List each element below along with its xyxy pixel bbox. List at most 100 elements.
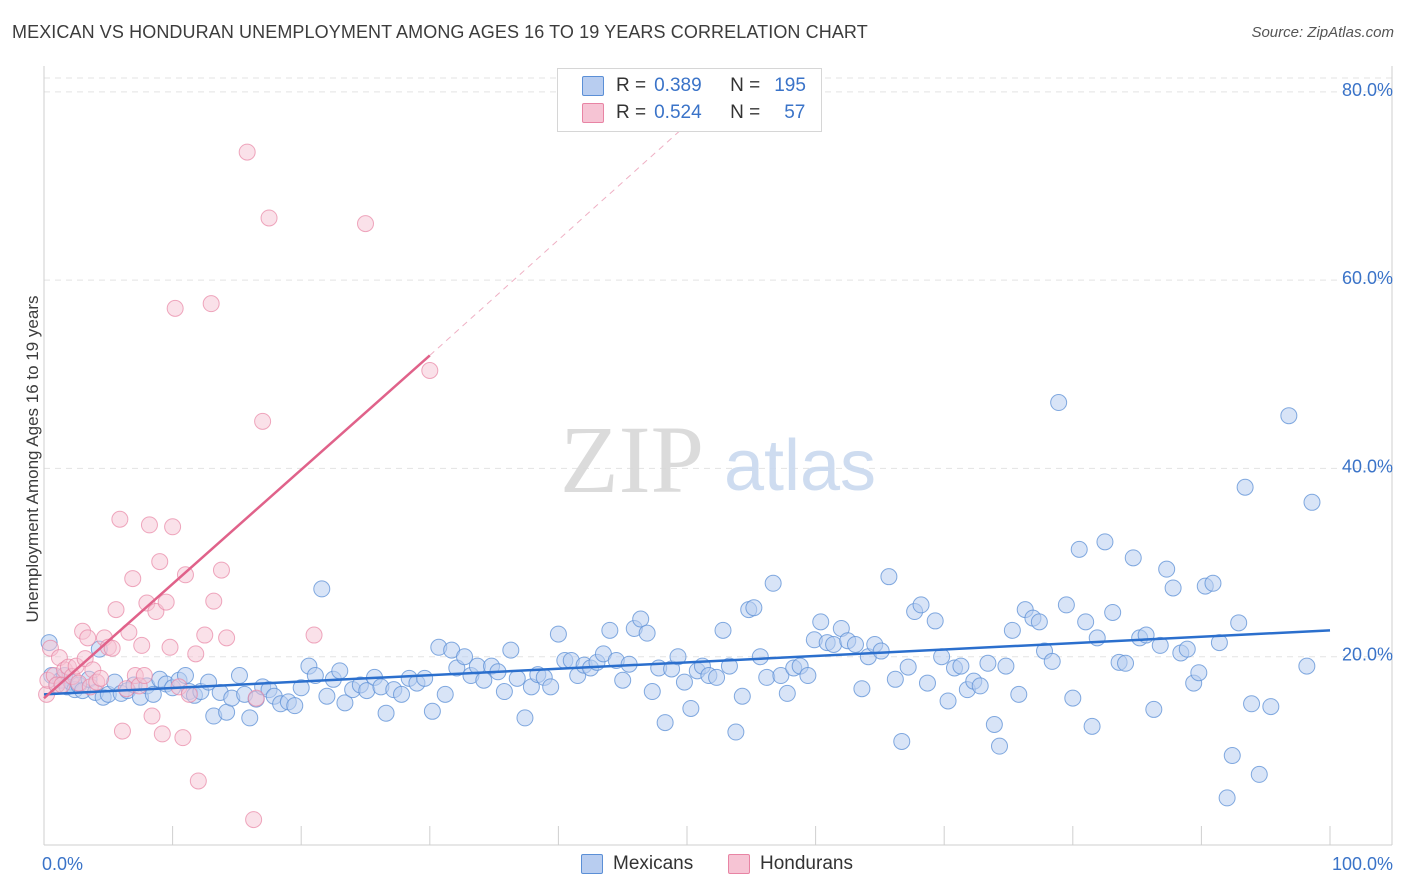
mexicans-point bbox=[853, 680, 871, 698]
mexicans-point bbox=[772, 667, 790, 685]
source-credit: Source: ZipAtlas.com bbox=[1251, 24, 1394, 41]
bottom-legend-hondurans: Hondurans bbox=[728, 851, 853, 877]
hondurans-trend-line bbox=[43, 354, 431, 700]
mexicans-point bbox=[682, 699, 700, 717]
mexicans-point bbox=[720, 657, 738, 675]
legend-row-mexicans: R = 0.389 N = 195 bbox=[582, 73, 806, 99]
hondurans-point bbox=[238, 143, 256, 161]
mexicans-point bbox=[714, 621, 732, 639]
hondurans-point bbox=[135, 667, 153, 685]
mexicans-point bbox=[886, 670, 904, 688]
hondurans-point bbox=[305, 626, 323, 644]
mexicans-swatch bbox=[581, 854, 603, 874]
hondurans-point bbox=[164, 518, 182, 536]
hondurans-point bbox=[133, 636, 151, 654]
mexicans-point bbox=[1223, 747, 1241, 765]
legend-r-label: R = bbox=[616, 75, 647, 96]
mexicans-point bbox=[1262, 698, 1280, 716]
mexicans-point bbox=[1050, 394, 1068, 412]
mexicans-point bbox=[286, 697, 304, 715]
hondurans-point bbox=[202, 295, 220, 313]
mexicans-point bbox=[1077, 613, 1095, 631]
mexicans-point bbox=[1151, 636, 1169, 654]
hondurans-point bbox=[79, 629, 97, 647]
watermark: ZIP atlas bbox=[560, 406, 876, 513]
mexicans-point bbox=[1210, 634, 1228, 652]
mexicans-point bbox=[899, 658, 917, 676]
mexicans-point bbox=[318, 687, 336, 705]
hondurans-point bbox=[151, 553, 169, 571]
mexicans-point bbox=[893, 732, 911, 750]
mexicans-point bbox=[952, 657, 970, 675]
mexicans-point bbox=[812, 613, 830, 631]
mexicans-point bbox=[1083, 717, 1101, 735]
legend-r-value: 0.389 bbox=[654, 75, 702, 96]
mexicans-point bbox=[1178, 640, 1196, 658]
mexicans-point bbox=[416, 669, 434, 687]
mexicans-point bbox=[549, 625, 567, 643]
hondurans-point bbox=[180, 685, 198, 703]
mexicans-point bbox=[764, 574, 782, 592]
hondurans-point bbox=[357, 215, 374, 233]
hondurans-point bbox=[218, 629, 236, 647]
hondurans-point bbox=[157, 593, 175, 611]
watermark-zip: ZIP bbox=[560, 406, 704, 513]
mexicans-point bbox=[495, 683, 513, 701]
mexicans-point bbox=[1043, 652, 1061, 670]
mexicans-point bbox=[601, 621, 619, 639]
mexicans-point bbox=[745, 599, 763, 617]
mexicans-point bbox=[799, 667, 817, 685]
hondurans-point bbox=[189, 772, 207, 790]
mexicans-point bbox=[880, 568, 898, 586]
hondurans-point bbox=[103, 639, 121, 657]
y-axis-label: Unemployment Among Ages 16 to 19 years bbox=[23, 296, 42, 623]
mexicans-point bbox=[758, 668, 776, 686]
mexicans-point bbox=[542, 678, 560, 696]
mexicans-point bbox=[638, 624, 656, 642]
watermark-atlas: atlas bbox=[724, 426, 876, 506]
mexicans-point bbox=[436, 685, 454, 703]
mexicans-point bbox=[502, 641, 520, 659]
gridlines bbox=[44, 77, 1392, 658]
mexicans-point bbox=[393, 685, 411, 703]
hondurans-point bbox=[92, 669, 110, 687]
mexicans-point bbox=[1236, 478, 1254, 496]
legend-n-value: 57 bbox=[784, 102, 806, 123]
mexicans-point bbox=[331, 662, 349, 680]
mexicans-point bbox=[1250, 765, 1268, 783]
legend-row-hondurans: R = 0.524 N = 57 bbox=[582, 100, 805, 126]
hondurans-point bbox=[254, 412, 272, 430]
mexicans-point bbox=[1070, 540, 1088, 558]
mexicans-swatch bbox=[582, 76, 604, 96]
legend-n-label: N = bbox=[730, 75, 761, 96]
mexicans-point bbox=[1218, 789, 1236, 807]
mexicans-point bbox=[1158, 560, 1176, 578]
hondurans-point bbox=[124, 570, 142, 588]
hondurans-point bbox=[196, 626, 214, 644]
mexicans-point bbox=[1230, 614, 1248, 632]
hondurans-point bbox=[113, 722, 131, 740]
hondurans-point bbox=[153, 725, 171, 743]
bottom-legend-mexicans: Mexicans bbox=[581, 851, 693, 877]
mexicans-point bbox=[727, 723, 745, 741]
mexicans-point bbox=[1003, 621, 1021, 639]
hondurans-point bbox=[143, 707, 161, 725]
mexicans-point bbox=[1104, 603, 1122, 621]
mexicans-point bbox=[516, 709, 534, 727]
mexicans-point bbox=[1030, 613, 1048, 631]
mexicans-point bbox=[669, 648, 687, 666]
axes bbox=[43, 66, 1393, 846]
mexicans-point bbox=[241, 709, 259, 727]
mexicans-point bbox=[997, 657, 1015, 675]
tick-labels: 20.0% 40.0% 60.0% 80.0% 0.0% 100.0% bbox=[42, 80, 1393, 874]
hondurans-point bbox=[111, 510, 129, 528]
hondurans-point bbox=[205, 592, 223, 610]
x-tick-label: 100.0% bbox=[1332, 854, 1393, 874]
mexicans-point bbox=[751, 648, 769, 666]
mexicans-point bbox=[1280, 407, 1298, 425]
hondurans-point bbox=[176, 566, 194, 584]
trend-lines bbox=[43, 100, 1331, 700]
mexicans-point bbox=[1243, 695, 1261, 713]
mexicans-point bbox=[971, 677, 989, 695]
